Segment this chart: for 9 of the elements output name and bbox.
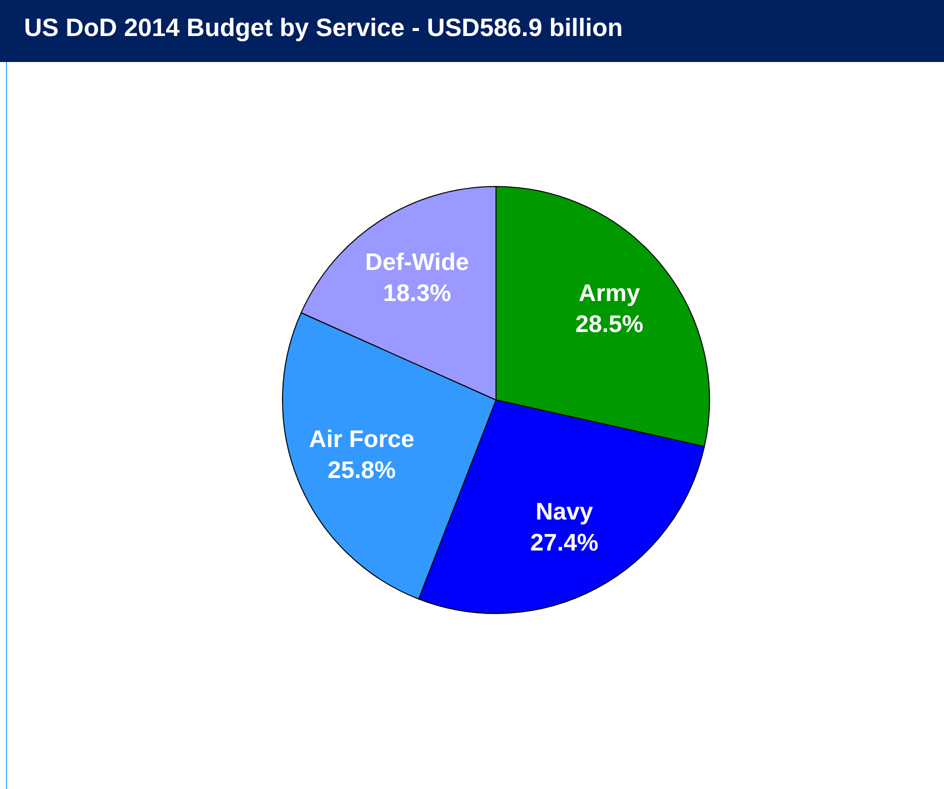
- chart-title: US DoD 2014 Budget by Service - USD586.9 billion: [0, 0, 944, 62]
- slice-label: Navy: [536, 498, 594, 526]
- data-label: 18.3%: [383, 280, 452, 307]
- data-label: 25.8%: [328, 456, 396, 484]
- slice-label: Def-Wide: [365, 248, 469, 276]
- slice-label: Air Force: [309, 426, 414, 453]
- data-label: 28.5%: [575, 310, 644, 338]
- slice-label: Army: [578, 280, 641, 307]
- data-label: 27.4%: [530, 530, 598, 557]
